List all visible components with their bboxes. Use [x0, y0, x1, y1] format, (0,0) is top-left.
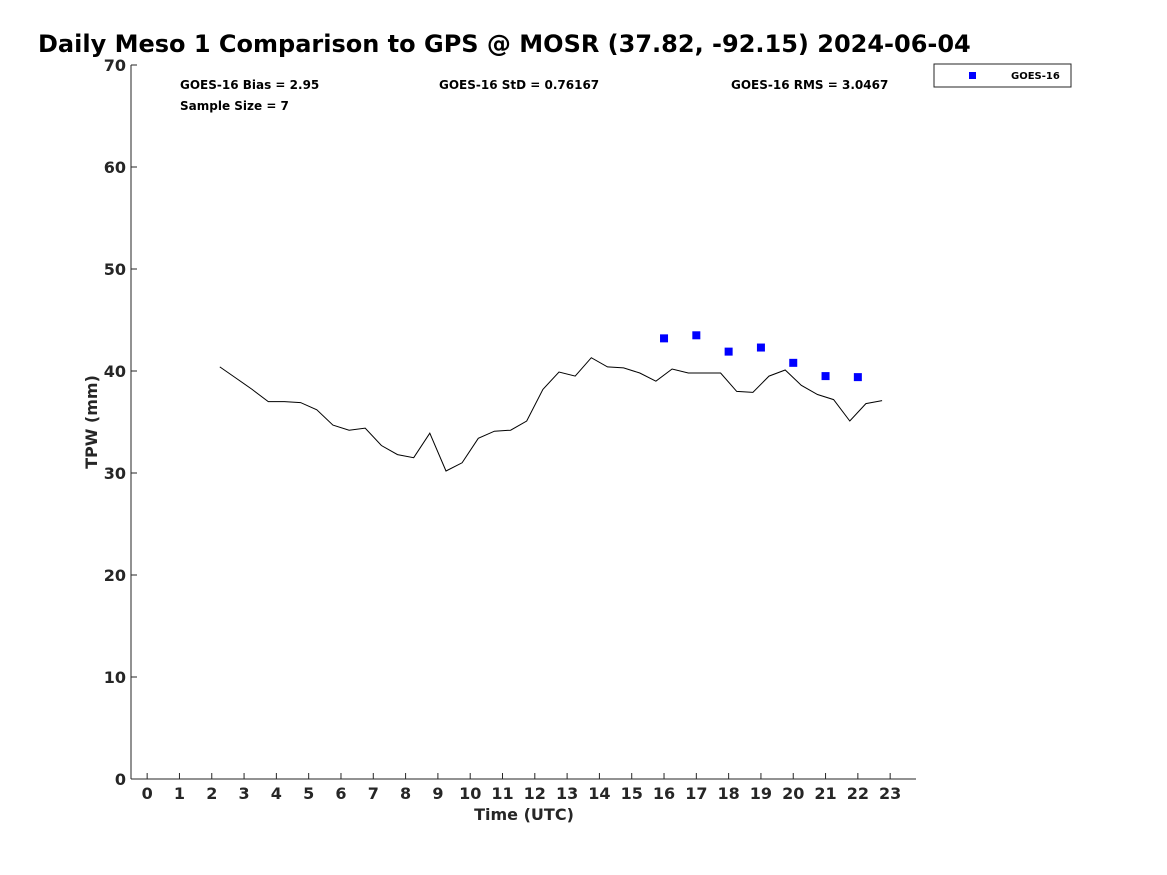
x-tick-label: 5: [303, 784, 314, 803]
x-tick-label: 18: [718, 784, 740, 803]
x-tick-label: 15: [621, 784, 643, 803]
x-tick-label: 4: [271, 784, 282, 803]
legend-label-goes16: GOES-16: [1011, 71, 1060, 82]
x-tick-label: 6: [335, 784, 346, 803]
x-tick-label: 7: [368, 784, 379, 803]
goes16-point: [660, 334, 669, 343]
series-layer: [219, 331, 883, 472]
legend-box: [933, 63, 1072, 88]
x-tick-label: 23: [879, 784, 901, 803]
x-tick-label: 13: [556, 784, 578, 803]
goes16-point: [724, 347, 733, 356]
x-tick-label: 1: [174, 784, 185, 803]
x-tick-label: 8: [400, 784, 411, 803]
y-tick-label: 30: [104, 464, 126, 483]
y-axis-ticks: 0 10 20 30 40 50 60 70: [104, 56, 137, 789]
sample-size-annotation: Sample Size = 7: [180, 99, 289, 113]
goes16-point: [756, 343, 765, 352]
rms-annotation: GOES-16 RMS = 3.0467: [731, 78, 888, 92]
x-tick-label: 3: [238, 784, 249, 803]
x-tick-label: 19: [750, 784, 772, 803]
y-tick-label: 10: [104, 668, 126, 687]
x-tick-label: 21: [814, 784, 836, 803]
x-tick-label: 10: [459, 784, 481, 803]
goes16-point: [692, 331, 701, 340]
chart-title: Daily Meso 1 Comparison to GPS @ MOSR (3…: [38, 30, 971, 58]
x-tick-label: 11: [491, 784, 513, 803]
y-tick-label: 60: [104, 158, 126, 177]
x-tick-label: 9: [432, 784, 443, 803]
x-tick-label: 16: [653, 784, 675, 803]
legend-marker-goes16: [969, 72, 976, 79]
y-tick-label: 0: [115, 770, 126, 789]
std-annotation: GOES-16 StD = 0.76167: [439, 78, 599, 92]
y-tick-label: 70: [104, 56, 126, 75]
goes16-point: [853, 373, 862, 382]
x-tick-label: 14: [588, 784, 610, 803]
x-axis-label: Time (UTC): [474, 805, 574, 824]
x-tick-label: 20: [782, 784, 804, 803]
stats-annotations: GOES-16 Bias = 2.95 GOES-16 StD = 0.7616…: [180, 78, 888, 113]
y-tick-label: 40: [104, 362, 126, 381]
y-tick-label: 50: [104, 260, 126, 279]
legend: GOES-16: [933, 63, 1072, 88]
x-tick-label: 2: [206, 784, 217, 803]
bias-annotation: GOES-16 Bias = 2.95: [180, 78, 319, 92]
x-tick-label: 0: [142, 784, 153, 803]
x-tick-label: 22: [847, 784, 869, 803]
goes16-point: [789, 358, 798, 367]
y-tick-label: 20: [104, 566, 126, 585]
x-tick-label: 17: [685, 784, 707, 803]
y-axis-label: TPW (mm): [82, 375, 101, 469]
x-tick-label: 12: [524, 784, 546, 803]
goes16-point: [821, 372, 830, 381]
x-axis-ticks: 0 1 2 3 4 5 6 7 8 9 10 11 12 13 14 15 16 17 18 19 20 21 22 23: [142, 773, 901, 803]
gps-tpw-line: [219, 357, 883, 472]
